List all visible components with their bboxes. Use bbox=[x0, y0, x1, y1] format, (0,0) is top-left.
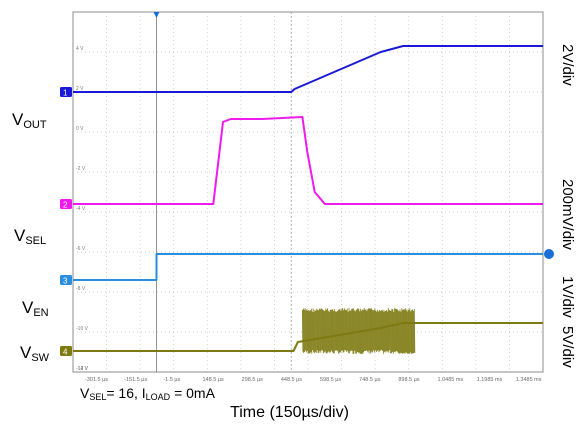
vout-trace bbox=[73, 45, 543, 93]
x-tick-label: -301.5 µs bbox=[85, 377, 108, 383]
y-tick-label: 2 V bbox=[76, 86, 84, 92]
vout-scale-label: 2V/div bbox=[559, 44, 576, 86]
vsel-label: VSEL bbox=[14, 226, 47, 247]
y-tick-label: -10 V bbox=[76, 326, 89, 332]
x-tick-label: 598.5 µs bbox=[320, 377, 341, 383]
vsw-scale-label: 5V/div bbox=[559, 326, 576, 368]
x-tick-label: 1.0485 ms bbox=[438, 377, 464, 383]
y-tick-label: -12 V bbox=[76, 366, 89, 372]
y-tick-label: -8 V bbox=[76, 286, 86, 292]
y-tick-label: 0 V bbox=[76, 126, 84, 132]
ven-scale-label: 1V/div bbox=[559, 276, 576, 318]
vsw-trace bbox=[73, 322, 543, 352]
x-tick-label: -151.5 µs bbox=[124, 377, 147, 383]
trigger-level-marker bbox=[544, 249, 554, 259]
vout-label: VOUT bbox=[12, 110, 47, 131]
y-tick-label: -6 V bbox=[76, 246, 86, 252]
y-tick-label: -14 V bbox=[76, 366, 89, 372]
vsw-label: VSW bbox=[20, 343, 50, 364]
x-tick-label: 298.5 µs bbox=[242, 377, 263, 383]
x-tick-label: 748.5 µs bbox=[359, 377, 380, 383]
channel-1-marker bbox=[60, 87, 72, 97]
channel-3-marker-label: 3 bbox=[63, 277, 68, 286]
vsel-trace bbox=[73, 116, 543, 205]
vsel-scale-label: 200mV/div bbox=[559, 179, 576, 250]
x-tick-label: 148.5 µs bbox=[203, 377, 224, 383]
ven-trace bbox=[73, 253, 543, 281]
x-tick-label: 448.5 µs bbox=[281, 377, 302, 383]
x-tick-label: -1.5 µs bbox=[163, 377, 180, 383]
x-tick-label: 1.1985 ms bbox=[477, 377, 503, 383]
channel-4-marker bbox=[60, 346, 72, 356]
ven-label: VEN bbox=[22, 298, 49, 319]
channel-4-marker-label: 4 bbox=[63, 348, 68, 357]
y-tick-label: 4 V bbox=[76, 46, 84, 52]
channel-2-marker-label: 2 bbox=[63, 201, 68, 210]
x-axis-label: Time (150µs/div) bbox=[230, 404, 349, 421]
channel-2-marker bbox=[60, 199, 72, 209]
channel-3-marker bbox=[60, 275, 72, 285]
y-tick-label: -4 V bbox=[76, 206, 86, 212]
trigger-marker bbox=[153, 12, 160, 18]
x-tick-label: 1.3485 ms bbox=[516, 377, 542, 383]
test-condition: VSEL= 16, ILOAD = 0mA bbox=[80, 385, 215, 402]
y-tick-label: -2 V bbox=[76, 166, 86, 172]
channel-1-marker-label: 1 bbox=[63, 89, 68, 98]
x-tick-label: 898.5 µs bbox=[398, 377, 419, 383]
